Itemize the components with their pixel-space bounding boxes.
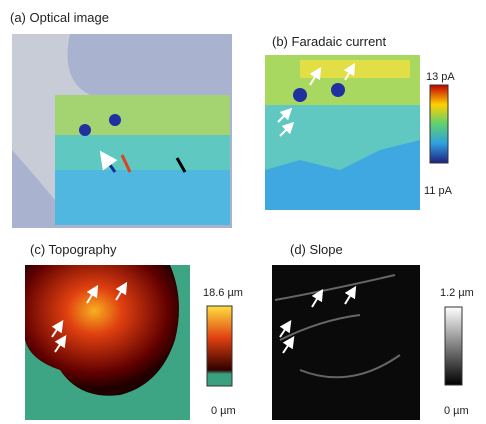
scale-min: 11 pA: [424, 185, 453, 197]
scale-min: 0 µm: [444, 405, 469, 417]
nucleus: [331, 83, 345, 97]
scale-max: 18.6 µm: [203, 287, 243, 299]
panel-label: (d) Slope: [290, 242, 343, 257]
overlay-band: [55, 170, 230, 225]
colorbar: [207, 306, 232, 386]
nucleus: [293, 88, 307, 102]
panel-label: (a) Optical image: [10, 10, 109, 25]
panel-label: (c) Topography: [30, 242, 117, 257]
slope-image: [272, 265, 420, 420]
scale-max: 1.2 µm: [440, 287, 474, 299]
panel-label: (b) Faradaic current: [272, 34, 387, 49]
colorbar: [430, 85, 448, 163]
nucleus: [79, 124, 91, 136]
scale-max: 13 pA: [426, 71, 455, 83]
colorbar: [445, 307, 462, 385]
figure: (a) Optical image (b) Faradaic current 1…: [0, 0, 486, 424]
scale-min: 0 µm: [211, 405, 236, 417]
nucleus: [109, 114, 121, 126]
